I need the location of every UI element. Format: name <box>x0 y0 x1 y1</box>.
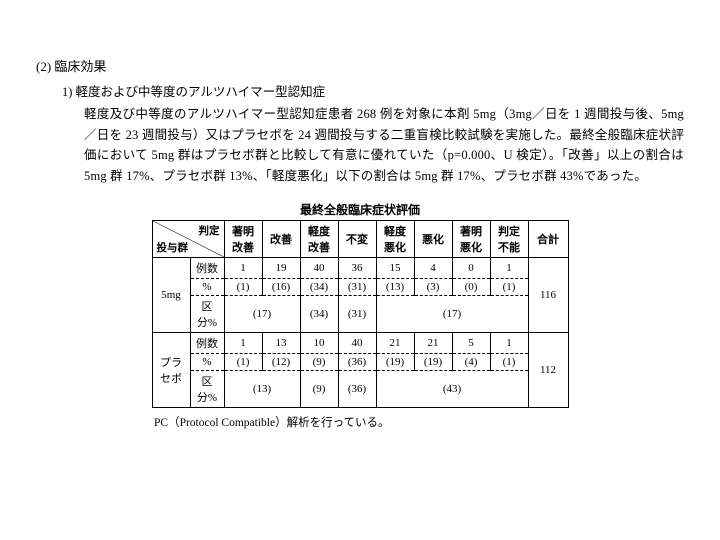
table-title: 最終全般臨床症状評価 <box>36 201 684 218</box>
table-cell: 1 <box>490 332 528 353</box>
table-cell: (34) <box>300 278 338 295</box>
table-cell: (4) <box>452 353 490 370</box>
total-cell: 112 <box>528 332 568 407</box>
table-cell: (36) <box>338 353 376 370</box>
table-cell: (1) <box>224 278 262 295</box>
table-header-row: 判定 投与群 著明改善 改善 軽度改善 不変 軽度悪化 悪化 著明悪化 判定不能… <box>152 220 568 257</box>
table-cell: (19) <box>376 353 414 370</box>
segment-cell: (17) <box>376 295 528 332</box>
table-footnote: PC（Protocol Compatible）解析を行っている。 <box>154 414 684 430</box>
segment-cell: (43) <box>376 370 528 407</box>
table-cell: (1) <box>490 353 528 370</box>
col-header-total: 合計 <box>528 220 568 257</box>
col-header: 軽度悪化 <box>376 220 414 257</box>
col-header: 改善 <box>262 220 300 257</box>
section-heading: (2) 臨床効果 <box>36 56 684 75</box>
segment-cell: (17) <box>224 295 300 332</box>
table-cell: (9) <box>300 353 338 370</box>
row-sub-header: 例数 <box>190 257 224 278</box>
table-cell: (1) <box>490 278 528 295</box>
table-cell: (3) <box>414 278 452 295</box>
segment-cell: (36) <box>338 370 376 407</box>
table-cell: (13) <box>376 278 414 295</box>
table-cell: 1 <box>224 257 262 278</box>
subsection-heading: 1) 軽度および中等度のアルツハイマー型認知症 <box>62 81 684 100</box>
table-row: 5mg 例数 1 19 40 36 15 4 0 1 116 <box>152 257 568 278</box>
diag-bottom-label: 投与群 <box>157 240 189 255</box>
segment-cell: (31) <box>338 295 376 332</box>
table-cell: (16) <box>262 278 300 295</box>
table-row: 区分% (13) (9) (36) (43) <box>152 370 568 407</box>
diag-top-label: 判定 <box>199 223 220 238</box>
table-cell: 5 <box>452 332 490 353</box>
table-cell: 19 <box>262 257 300 278</box>
table-row: % (1) (12) (9) (36) (19) (19) (4) (1) <box>152 353 568 370</box>
table-cell: 40 <box>300 257 338 278</box>
col-header: 判定不能 <box>490 220 528 257</box>
row-sub-header: % <box>190 353 224 370</box>
row-sub-header: % <box>190 278 224 295</box>
group-name: プラセボ <box>152 332 190 407</box>
table-cell: 40 <box>338 332 376 353</box>
table-cell: 4 <box>414 257 452 278</box>
table-cell: 21 <box>414 332 452 353</box>
col-header: 著明改善 <box>224 220 262 257</box>
table-cell: 21 <box>376 332 414 353</box>
col-header: 軽度改善 <box>300 220 338 257</box>
col-header: 著明悪化 <box>452 220 490 257</box>
segment-cell: (9) <box>300 370 338 407</box>
table-row: % (1) (16) (34) (31) (13) (3) (0) (1) <box>152 278 568 295</box>
table-cell: 1 <box>224 332 262 353</box>
table-cell: 15 <box>376 257 414 278</box>
body-paragraph: 軽度及び中等度のアルツハイマー型認知症患者 268 例を対象に本剤 5mg（3m… <box>84 104 684 187</box>
table-cell: (12) <box>262 353 300 370</box>
table-cell: 10 <box>300 332 338 353</box>
table-cell: 1 <box>490 257 528 278</box>
table-cell: (1) <box>224 353 262 370</box>
group-name: 5mg <box>152 257 190 332</box>
row-sub-header: 区分% <box>190 295 224 332</box>
col-header: 不変 <box>338 220 376 257</box>
segment-cell: (34) <box>300 295 338 332</box>
table-cell: 0 <box>452 257 490 278</box>
table-cell: 36 <box>338 257 376 278</box>
row-sub-header: 区分% <box>190 370 224 407</box>
col-header: 悪化 <box>414 220 452 257</box>
total-cell: 116 <box>528 257 568 332</box>
table-cell: (31) <box>338 278 376 295</box>
table-row: 区分% (17) (34) (31) (17) <box>152 295 568 332</box>
table-cell: 13 <box>262 332 300 353</box>
row-sub-header: 例数 <box>190 332 224 353</box>
clinical-table: 判定 投与群 著明改善 改善 軽度改善 不変 軽度悪化 悪化 著明悪化 判定不能… <box>152 220 569 408</box>
table-row: プラセボ 例数 1 13 10 40 21 21 5 1 112 <box>152 332 568 353</box>
segment-cell: (13) <box>224 370 300 407</box>
table-cell: (19) <box>414 353 452 370</box>
table-cell: (0) <box>452 278 490 295</box>
